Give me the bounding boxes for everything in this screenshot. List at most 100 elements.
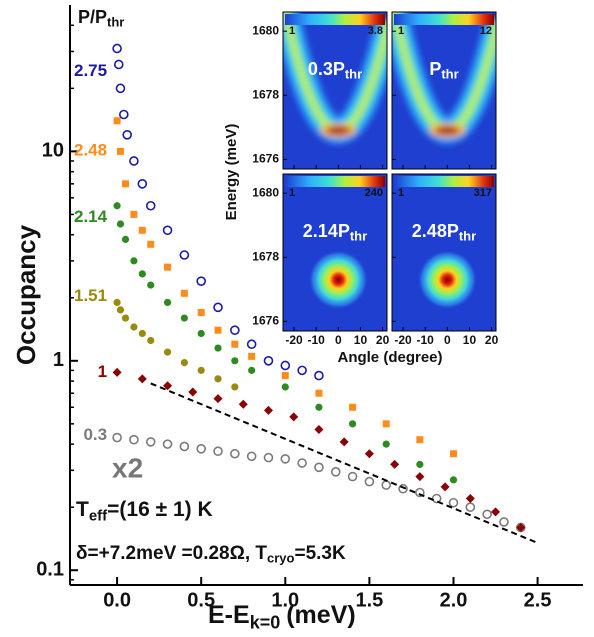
marker <box>197 309 205 317</box>
panel-frame <box>282 173 388 332</box>
heatmap <box>392 174 496 331</box>
marker <box>314 370 324 381</box>
marker <box>147 240 155 248</box>
marker <box>145 200 156 211</box>
inset-x-tick-label: 0 <box>335 333 342 347</box>
panel-label-sub: thr <box>441 67 458 82</box>
marker <box>315 403 323 411</box>
marker <box>122 180 130 188</box>
panel-label: 2.48Pthr <box>412 221 476 244</box>
marker <box>415 487 425 498</box>
inset-y-tick-label: 1676 <box>252 314 279 328</box>
temperature-annotation-sub: eff <box>89 507 108 524</box>
marker <box>289 412 299 422</box>
marker <box>263 355 274 366</box>
x-axis-label-main: E-E <box>208 601 250 629</box>
marker <box>238 399 248 409</box>
heatmap <box>392 12 496 169</box>
condensate-spot <box>308 249 369 310</box>
marker <box>137 374 147 384</box>
marker <box>214 344 222 352</box>
marker <box>197 366 205 374</box>
marker <box>121 314 130 322</box>
marker <box>281 372 289 380</box>
marker <box>113 117 121 125</box>
marker <box>482 509 492 520</box>
heatmap-image <box>283 12 387 144</box>
marker <box>297 458 307 468</box>
marker <box>230 325 240 335</box>
series-label: 1.51 <box>74 286 107 305</box>
series-header-main: P/P <box>78 7 107 27</box>
marker <box>214 326 222 334</box>
colorbar <box>285 176 385 187</box>
y-tick-label: 10 <box>42 140 64 162</box>
marker <box>248 352 256 360</box>
x-tick-label: 2.5 <box>524 589 552 611</box>
marker <box>164 263 172 271</box>
series-label: 1 <box>98 362 107 381</box>
detuning-annotation-sub: cryo <box>267 551 295 566</box>
marker <box>465 502 476 512</box>
marker <box>382 440 390 448</box>
marker <box>364 476 375 487</box>
inset-y-tick-label: 1680 <box>252 23 279 37</box>
inset-x-tick-label: 20 <box>485 333 499 347</box>
marker <box>440 482 450 492</box>
marker <box>339 437 349 447</box>
panel-frame <box>282 11 388 170</box>
x-axis-label: E-Ek=0 (meV) <box>208 601 356 633</box>
marker <box>248 366 256 374</box>
series-label: 2.14 <box>74 207 108 226</box>
marker <box>465 494 475 504</box>
temperature-annotation-rest: =(16 ± 1) K <box>107 498 212 521</box>
marker <box>116 220 125 228</box>
marker <box>147 281 155 289</box>
marker <box>163 381 173 391</box>
marker <box>213 446 223 457</box>
x-axis-label-sub: k=0 <box>250 612 281 632</box>
marker <box>112 432 122 443</box>
marker <box>179 250 190 260</box>
marker <box>138 226 146 234</box>
panel-label: 2.14Pthr <box>303 221 367 244</box>
x-tick-label: 2.0 <box>440 589 468 611</box>
marker <box>115 83 126 94</box>
marker <box>416 460 424 469</box>
marker <box>416 436 424 444</box>
dispersion-core <box>326 126 351 135</box>
marker <box>130 210 138 218</box>
marker <box>180 314 188 322</box>
heatmap <box>283 174 387 331</box>
scale-annotation: x2 <box>112 452 143 483</box>
colorbar <box>394 176 494 187</box>
detuning-annotation-rest: =5.3K <box>294 543 346 564</box>
marker <box>213 394 223 404</box>
marker <box>112 367 122 377</box>
x-tick-label: 0.5 <box>187 589 215 611</box>
inset-x-tick-label: 20 <box>376 333 390 347</box>
marker <box>347 471 358 482</box>
y-tick-label: 1 <box>53 349 64 371</box>
panel-frame <box>391 11 497 170</box>
heatmap <box>283 12 387 169</box>
marker <box>281 383 289 391</box>
colorbar-max: 240 <box>365 187 383 199</box>
colorbar <box>394 14 494 25</box>
marker <box>449 476 458 484</box>
marker <box>113 202 121 210</box>
colorbar-min: 1 <box>398 187 404 199</box>
marker <box>145 437 156 447</box>
inset-panel: 1 317 2.48Pthr -20 -10 0 10 20 <box>391 173 499 347</box>
panel-label: Pthr <box>429 59 458 82</box>
condensate-spot <box>417 249 478 310</box>
marker <box>349 403 357 411</box>
panel-label-sub: thr <box>350 229 367 244</box>
colorbar-max: 3.8 <box>368 25 383 37</box>
marker <box>214 375 222 383</box>
series-header-sub: thr <box>107 15 124 30</box>
marker <box>129 434 139 445</box>
colorbar-max: 12 <box>480 25 492 37</box>
temperature-annotation-main: T <box>76 498 89 521</box>
marker <box>180 289 188 297</box>
